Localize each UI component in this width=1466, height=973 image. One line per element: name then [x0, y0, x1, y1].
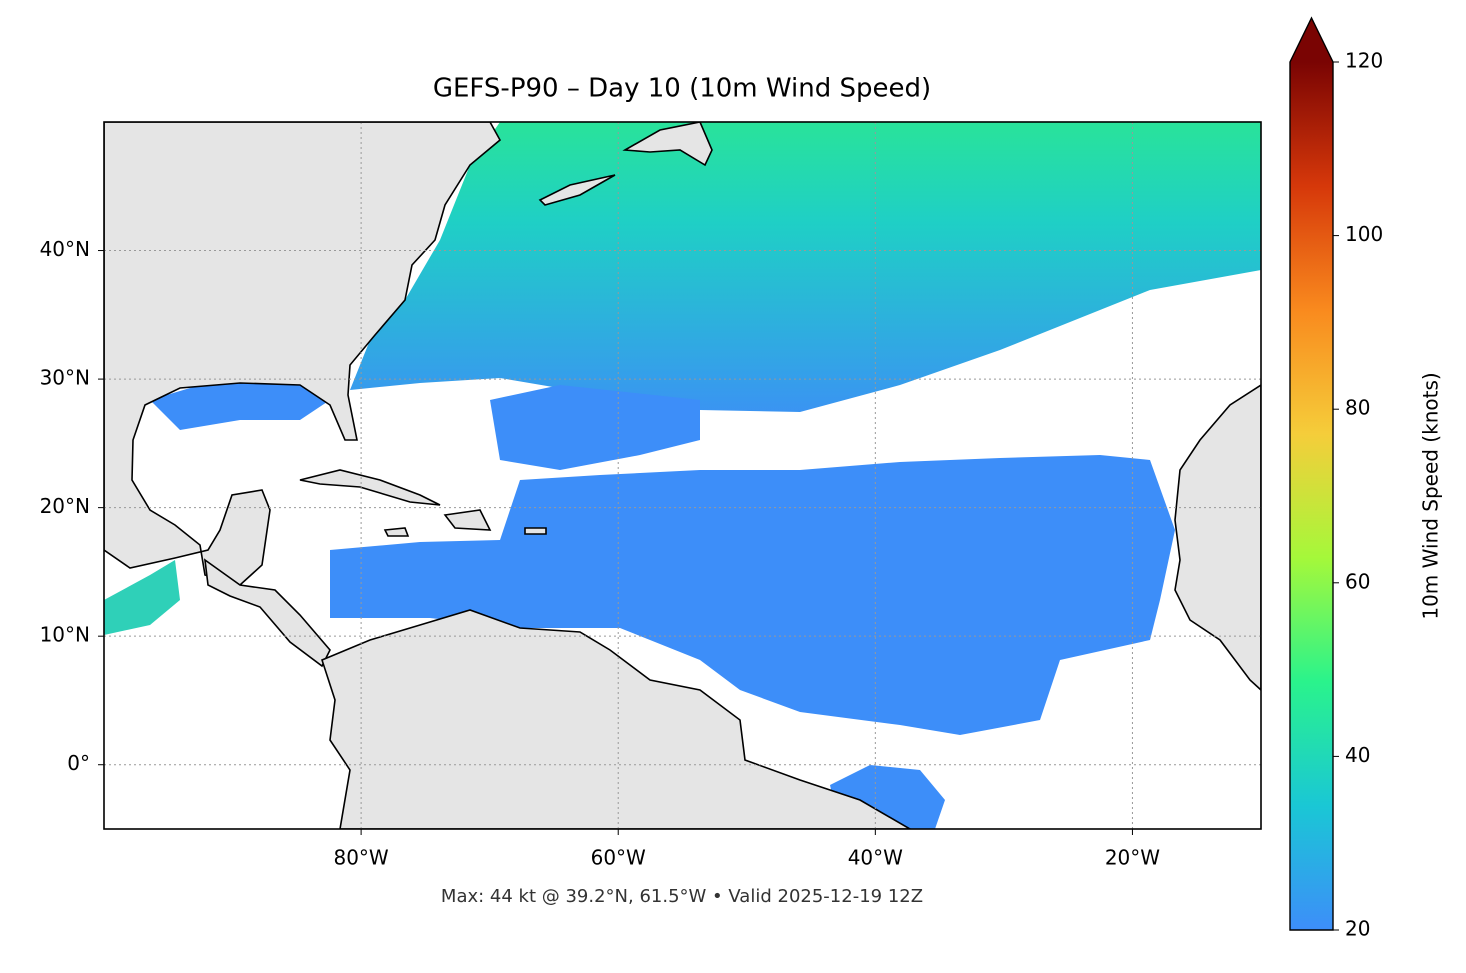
y-tick-label: 40°N — [40, 237, 90, 261]
colorbar-tick-label: 80 — [1345, 396, 1370, 420]
land-cuba — [299, 469, 441, 506]
wind-field-south — [330, 455, 1175, 735]
x-tick-label: 80°W — [333, 846, 388, 870]
land-nova-scotia — [538, 174, 616, 206]
land-south-america — [321, 609, 912, 829]
land-central-america — [203, 558, 331, 668]
colorbar: 20 40 60 80 100 120 — [1289, 16, 1383, 941]
map-area — [104, 122, 1261, 829]
colorbar-tick-label: 40 — [1345, 743, 1370, 767]
x-tick-label: 20°W — [1105, 846, 1160, 870]
wind-field-pacific — [104, 560, 180, 635]
colorbar-extend — [1290, 18, 1333, 62]
wind-field-gulf — [150, 380, 330, 430]
colorbar-frame — [1289, 16, 1334, 931]
y-tick-label: 30°N — [40, 366, 90, 390]
land-africa — [1174, 384, 1261, 692]
map-frame — [103, 121, 1262, 830]
land-newfoundland — [622, 122, 713, 167]
land-north-america — [104, 122, 502, 586]
x-tick-label: 60°W — [591, 846, 646, 870]
land-puerto-rico — [524, 527, 547, 535]
land-hispaniola — [443, 509, 492, 531]
y-tick-label: 0° — [67, 751, 90, 775]
colorbar-tick-label: 120 — [1345, 49, 1383, 73]
colorbar-tick-label: 20 — [1345, 917, 1370, 941]
land-jamaica — [383, 527, 410, 537]
y-tick-label: 20°N — [40, 494, 90, 518]
map-title: GEFS-P90 – Day 10 (10m Wind Speed) — [433, 74, 931, 104]
colorbar-label: 10m Wind Speed (knots) — [1419, 372, 1443, 619]
colorbar-ramp — [1290, 62, 1333, 930]
colorbar-tick-label: 60 — [1345, 569, 1370, 593]
x-tick-label: 40°W — [848, 846, 903, 870]
y-tick-label: 10°N — [40, 623, 90, 647]
wind-field-patch — [490, 385, 700, 470]
colorbar-tick-label: 100 — [1345, 222, 1383, 246]
annotation: Max: 44 kt @ 39.2°N, 61.5°W • Valid 2025… — [441, 886, 923, 907]
